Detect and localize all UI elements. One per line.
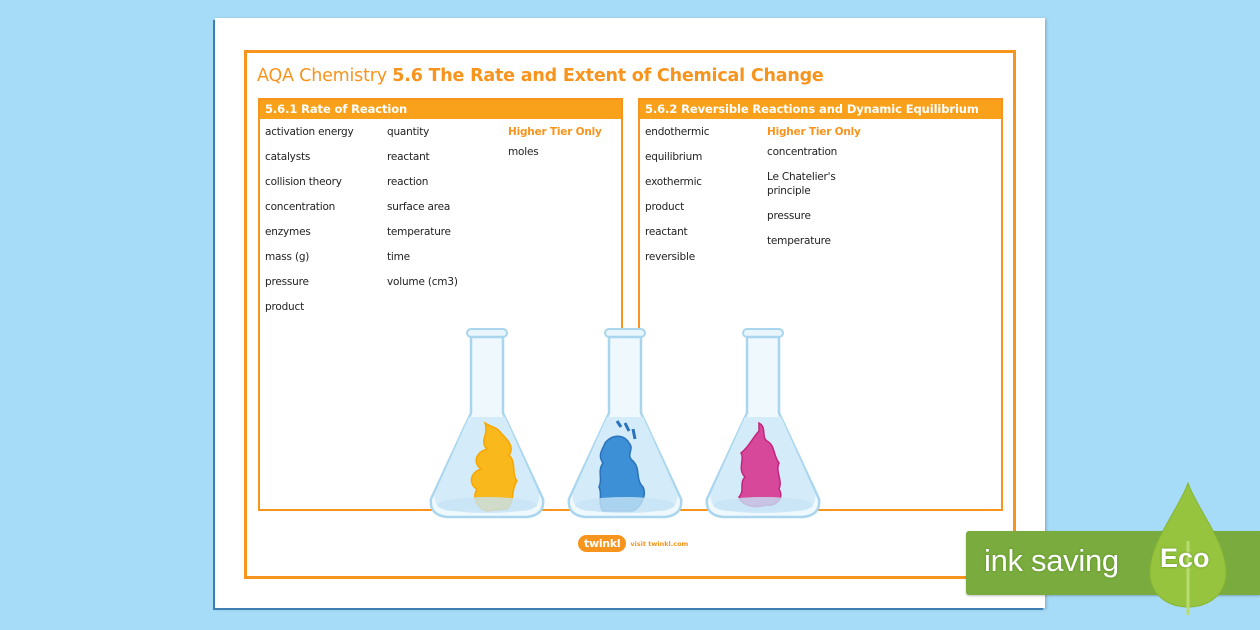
term: pressure (265, 276, 309, 288)
term: surface area (387, 201, 451, 213)
term: catalysts (265, 151, 311, 163)
term: concentration (265, 201, 336, 213)
term-column-2: quantity reactant reaction surface area … (387, 125, 458, 300)
term: endothermic (645, 126, 710, 138)
worksheet-page: AQA Chemistry 5.6 The Rate and Extent of… (215, 18, 1045, 608)
term: reactant (645, 226, 688, 238)
term: quantity (387, 126, 430, 138)
term: mass (g) (265, 251, 310, 263)
term-column-1: endothermic equilibrium exothermic produ… (645, 125, 709, 275)
term: volume (cm3) (387, 276, 458, 288)
eco-label: Eco (1160, 543, 1210, 573)
term: temperature (387, 226, 451, 238)
term: reactant (387, 151, 430, 163)
title-prefix: AQA Chemistry (257, 66, 387, 86)
ink-saving-label: ink saving (984, 543, 1119, 578)
term: concentration (767, 146, 838, 158)
twinkl-logo: twinkl (578, 535, 627, 552)
higher-tier-column: Higher Tier Only moles (508, 125, 602, 170)
higher-tier-column: Higher Tier Only concentration Le Chatel… (767, 125, 861, 259)
visit-link[interactable]: visit twinkl.com (630, 539, 689, 548)
page-title: AQA Chemistry 5.6 The Rate and Extent of… (257, 66, 824, 86)
section-reversible-reactions: 5.6.2 Reversible Reactions and Dynamic E… (638, 98, 1003, 511)
term: pressure (767, 210, 811, 222)
term: activation energy (265, 126, 354, 138)
title-main: 5.6 The Rate and Extent of Chemical Chan… (392, 66, 824, 86)
yellow-flask-icon (429, 328, 545, 519)
term: reaction (387, 176, 429, 188)
page-border (244, 50, 1016, 579)
leaf-icon (1149, 481, 1227, 615)
term: Le Chatelier's principle (767, 171, 836, 197)
higher-tier-label: Higher Tier Only (767, 126, 861, 138)
term: exothermic (645, 176, 702, 188)
twinkl-footer: twinkl visit twinkl.com (578, 535, 688, 552)
higher-tier-label: Higher Tier Only (508, 126, 602, 138)
term: moles (508, 146, 539, 158)
term: equilibrium (645, 151, 703, 163)
blue-flask-icon (567, 328, 683, 519)
flasks-illustration (425, 323, 821, 523)
term: reversible (645, 251, 695, 263)
pink-flask-icon (705, 328, 821, 519)
term-column-1: activation energy catalysts collision th… (265, 125, 354, 325)
term: time (387, 251, 410, 263)
section-heading: 5.6.2 Reversible Reactions and Dynamic E… (640, 100, 1001, 119)
section-heading: 5.6.1 Rate of Reaction (260, 100, 621, 119)
term: temperature (767, 235, 831, 247)
term: product (645, 201, 684, 213)
term: product (265, 301, 304, 313)
term: collision theory (265, 176, 342, 188)
term: enzymes (265, 226, 311, 238)
